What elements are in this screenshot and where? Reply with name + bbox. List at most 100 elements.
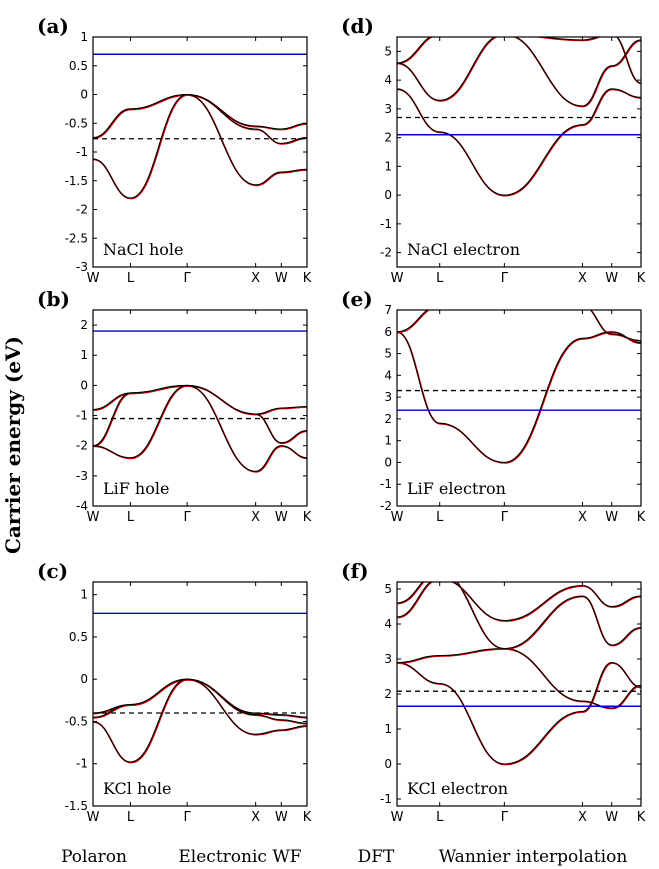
x-tick-label: L xyxy=(127,271,135,286)
panel-frame xyxy=(92,36,308,268)
x-tick-label: W xyxy=(275,510,288,525)
panel-label: LiF hole xyxy=(103,479,169,498)
panel-frame xyxy=(396,309,642,507)
y-tick-label: -2 xyxy=(380,246,392,260)
y-tick-label: 0 xyxy=(384,455,392,469)
y-tick-label: 4 xyxy=(384,617,392,631)
x-tick-label: L xyxy=(436,271,444,286)
panel-label: KCl electron xyxy=(407,779,508,798)
y-tick-label: 7 xyxy=(384,303,392,317)
y-tick-label: 0 xyxy=(80,88,88,102)
y-tick-label: 5 xyxy=(384,347,392,361)
panel-frame xyxy=(396,36,642,268)
legend-wannier: Wannier interpolation xyxy=(439,847,628,867)
y-tick-label: 4 xyxy=(384,73,392,87)
wannier-band-0 xyxy=(93,385,307,416)
y-tick-label: 1 xyxy=(384,434,392,448)
y-tick-label: 0 xyxy=(80,378,88,392)
panel-a: -3-2.5-2-1.5-1-0.500.51W L Γ X W K(a)NaCl hol… xyxy=(37,14,312,286)
x-tick-label: Γ xyxy=(501,510,509,525)
y-tick-label: 0 xyxy=(384,188,392,202)
panel-label: NaCl electron xyxy=(407,240,520,259)
bands xyxy=(93,678,307,764)
x-tick-label: X xyxy=(251,271,260,286)
panel-letter: (e) xyxy=(341,287,373,311)
wannier-band-0 xyxy=(397,88,641,197)
x-tick-label: X xyxy=(578,510,587,525)
dft-band-2 xyxy=(93,384,307,472)
wannier-band-0 xyxy=(397,331,641,464)
y-tick-label: -1 xyxy=(380,217,392,231)
panel-e: -2 -1 0 1 2 3 4 5 6 7 W L Γ X W K (e) LiF electron xyxy=(341,287,646,525)
x-tick-label: Γ xyxy=(501,810,509,825)
x-tick-label: W xyxy=(275,271,288,286)
legend-dft: DFT xyxy=(358,847,395,867)
y-tick-label: 6 xyxy=(384,325,392,339)
dft-band-2 xyxy=(397,37,641,101)
x-tick-label: L xyxy=(127,810,135,825)
x-tick-label: L xyxy=(436,510,444,525)
x-tick-label: W xyxy=(605,271,618,286)
dft-band-0 xyxy=(93,678,307,718)
dft-band-1 xyxy=(397,37,641,107)
dft-band-0 xyxy=(397,661,641,765)
y-tick-label: -2.5 xyxy=(65,231,88,245)
x-tick-label: Γ xyxy=(184,271,192,286)
bands xyxy=(93,384,307,473)
dft-band-2 xyxy=(93,678,307,763)
x-tick-label: L xyxy=(436,810,444,825)
x-tick-label: K xyxy=(303,810,312,825)
x-tick-label: K xyxy=(303,271,312,286)
panel-d: -2 -1 0 1 2 3 4 5 W L Γ X W K (d) NaCl electron xyxy=(341,14,646,286)
y-tick-label: -0.5 xyxy=(65,116,88,130)
x-tick-label: W xyxy=(391,510,404,525)
y-tick-label: 1 xyxy=(384,722,392,736)
wannier-band-2 xyxy=(397,582,641,622)
y-tick-label: 2 xyxy=(384,131,392,145)
y-tick-label: 2 xyxy=(384,412,392,426)
bands xyxy=(397,37,641,197)
dft-band-3 xyxy=(397,582,641,650)
panel-letter: (f) xyxy=(341,559,369,583)
y-tick-label: -2 xyxy=(76,203,88,217)
y-tick-label: 2 xyxy=(80,318,88,332)
x-tick-label: L xyxy=(127,510,135,525)
panel-letter: (d) xyxy=(341,14,374,38)
y-tick-label: -3 xyxy=(76,260,88,274)
dft-band-1 xyxy=(397,647,641,709)
panel-frame xyxy=(92,581,308,807)
wannier-band-1 xyxy=(397,648,641,710)
dft-band-0 xyxy=(397,331,641,463)
y-axis-label: Carrier energy (eV) xyxy=(1,336,25,554)
panel-letter: (c) xyxy=(37,559,68,583)
y-tick-label: -3 xyxy=(76,469,88,483)
x-tick-label: X xyxy=(578,271,587,286)
panel-label: KCl hole xyxy=(103,779,172,798)
x-tick-label: Γ xyxy=(501,271,509,286)
x-tick-label: W xyxy=(391,810,404,825)
y-tick-label: -1.5 xyxy=(65,799,88,813)
wannier-band-0 xyxy=(93,678,307,719)
y-tick-label: 1 xyxy=(80,348,88,362)
y-tick-label: 4 xyxy=(384,368,392,382)
x-tick-label: W xyxy=(605,510,618,525)
wannier-band-1 xyxy=(397,310,641,342)
y-tick-label: 1 xyxy=(80,588,88,602)
bands xyxy=(93,93,307,200)
y-tick-label: 3 xyxy=(384,102,392,116)
bands xyxy=(397,582,641,766)
y-tick-label: -1.5 xyxy=(65,174,88,188)
dft-band-0 xyxy=(397,88,641,196)
panel-frame xyxy=(396,581,642,807)
wannier-band-2 xyxy=(397,37,641,102)
y-tick-label: 0.5 xyxy=(69,630,88,644)
x-tick-label: W xyxy=(87,271,100,286)
y-tick-label: 1 xyxy=(384,159,392,173)
panel-c: -1.5-1-0.500.51W L Γ X W K(c)KCl hole xyxy=(37,559,312,825)
wannier-band-1 xyxy=(93,678,307,725)
wannier-band-3 xyxy=(397,582,641,650)
dft-band-1 xyxy=(93,384,307,447)
dft-band-2 xyxy=(397,582,641,622)
x-tick-label: X xyxy=(251,510,260,525)
